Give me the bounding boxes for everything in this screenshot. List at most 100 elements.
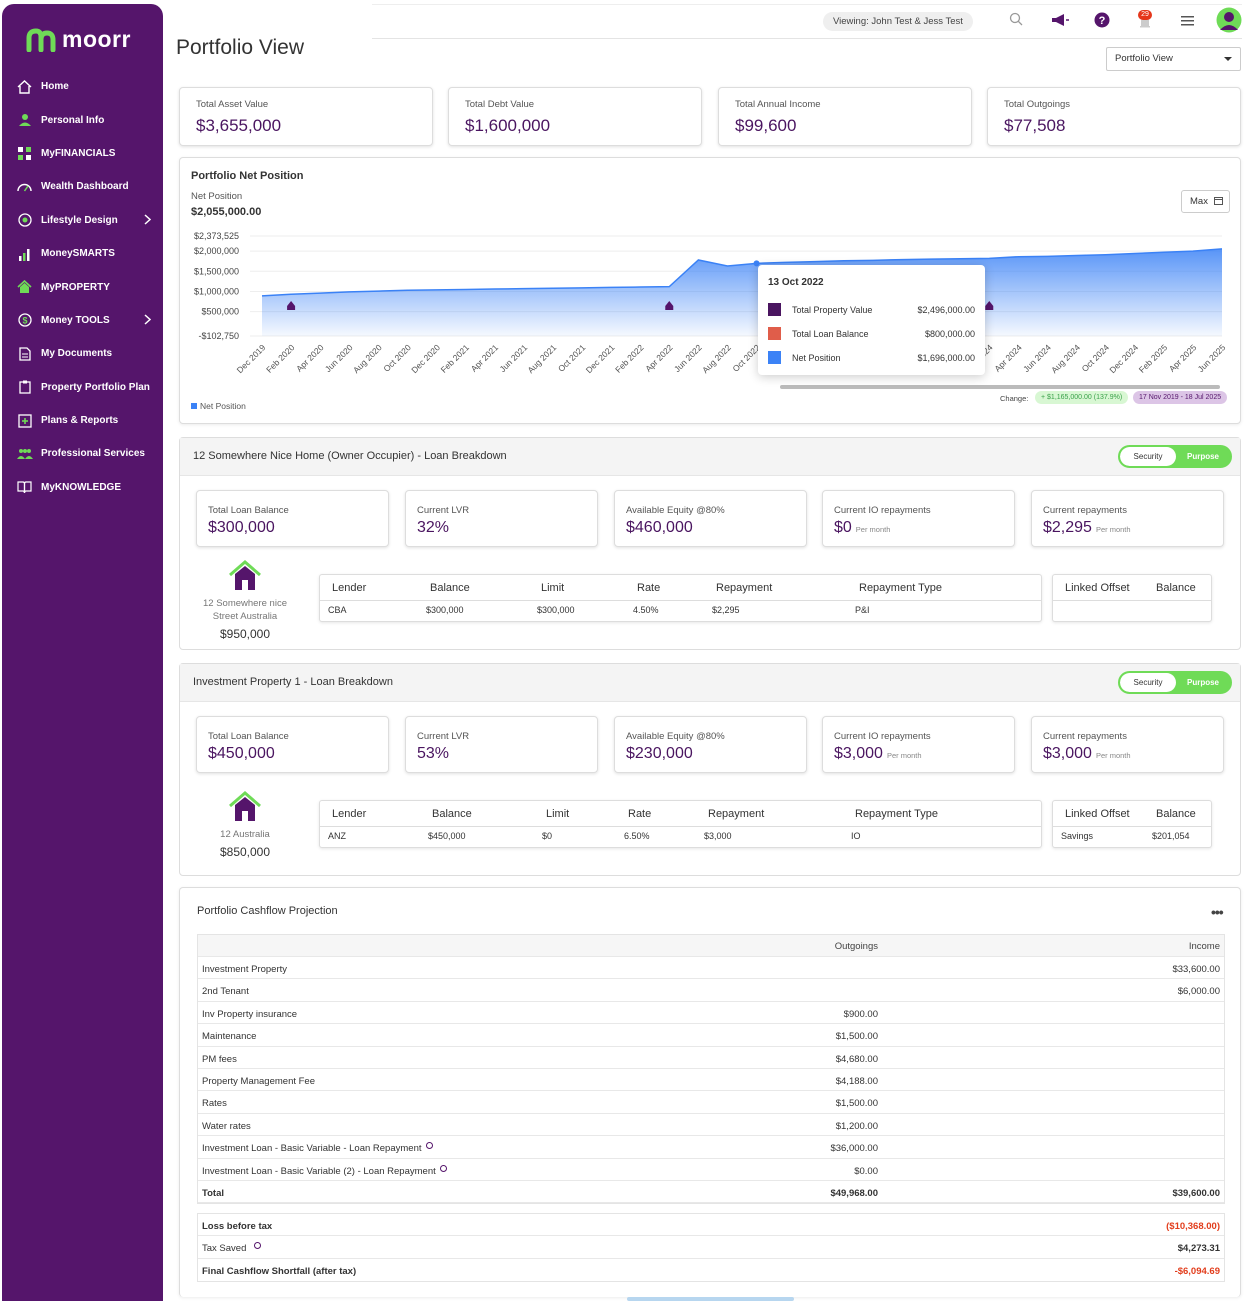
data-point[interactable] — [753, 260, 760, 267]
tooltip-row: Total Loan Balance $800,000.00 — [768, 327, 975, 341]
x-tick-label: Dec 2019 — [235, 342, 268, 375]
cell-lender: ANZ — [328, 831, 346, 841]
table-row[interactable]: ANZ $450,000 $0 6.50% $3,000 IO — [320, 827, 1041, 847]
toggle-security[interactable]: Security — [1120, 673, 1176, 692]
stat-amount: $3,000 — [834, 745, 883, 762]
stat-suffix: Per month — [1095, 751, 1131, 760]
sidebar-item-personal-info[interactable]: Personal Info — [2, 103, 163, 136]
stat-card: Total Loan Balance $450,000 — [196, 716, 389, 773]
chart-subtitle: Net Position — [191, 191, 243, 202]
stat-amount: $450,000 — [208, 745, 275, 762]
sidebar-item-wealth-dashboard[interactable]: Wealth Dashboard — [2, 170, 163, 203]
avatar[interactable] — [1216, 7, 1242, 33]
property-purchase-marker[interactable] — [665, 301, 674, 310]
cashflow-rows: Investment Property $33,600.00 2nd Tenant $… — [198, 957, 1224, 1181]
stat-label: Available Equity @80% — [626, 505, 725, 516]
sidebar-item-myfinancials[interactable]: MyFINANCIALS — [2, 137, 163, 170]
caret-down-icon — [1224, 57, 1232, 61]
info-icon[interactable] — [254, 1242, 262, 1250]
sidebar-item-myknowledge[interactable]: MyKNOWLEDGE — [2, 471, 163, 504]
cell-repayment: $2,295 — [712, 605, 740, 615]
sidebar-item-label: Money TOOLS — [41, 314, 110, 326]
search-icon[interactable] — [1009, 12, 1023, 26]
view-select[interactable]: Portfolio View — [1106, 47, 1241, 71]
sidebar-item-lifestyle-design[interactable]: Lifestyle Design — [2, 204, 163, 237]
x-tick-label: Apr 2020 — [294, 342, 326, 374]
sidebar: moorr Home Personal Info MyFINANCIALS Wealt… — [2, 4, 163, 1301]
x-tick-label: Apr 2025 — [1167, 342, 1199, 374]
property-address-line2: Street Australia — [212, 611, 278, 622]
property-purchase-marker[interactable] — [287, 301, 296, 310]
cashflow-row-label-text: 2nd Tenant — [202, 986, 249, 998]
property-purchase-marker[interactable] — [985, 301, 994, 310]
stat-label: Current LVR — [417, 731, 470, 742]
cashflow-row-label: Property Management Fee — [202, 1076, 315, 1087]
loan-table: Lender Balance Limit Rate Repayment Repa… — [319, 800, 1042, 848]
stat-card: Available Equity @80% $230,000 — [614, 716, 807, 773]
toggle-purpose[interactable]: Purpose — [1186, 678, 1219, 687]
stat-amount: $460,000 — [626, 519, 693, 536]
x-tick-label: Dec 2020 — [409, 342, 442, 375]
stat-card: Current LVR 53% — [405, 716, 598, 773]
loan-section-investment: Investment Property 1 - Loan Breakdown S… — [179, 663, 1241, 876]
offset-table-header: Linked Offset Balance — [1053, 801, 1211, 827]
kpi-card-total-debt: Total Debt Value $1,600,000 — [448, 87, 702, 146]
stat-amount: $230,000 — [626, 745, 693, 762]
target-icon — [16, 212, 33, 229]
security-purpose-toggle[interactable]: Security Purpose — [1118, 671, 1232, 694]
logo[interactable]: moorr — [26, 26, 131, 53]
sidebar-item-my-documents[interactable]: My Documents — [2, 337, 163, 370]
sidebar-item-professional-services[interactable]: Professional Services — [2, 437, 163, 470]
megaphone-icon[interactable] — [1050, 12, 1070, 28]
viewing-pill[interactable]: Viewing: John Test & Jess Test — [823, 12, 973, 31]
x-tick-label: Aug 2024 — [1049, 342, 1082, 375]
cashflow-row-label-text: Investment Property — [202, 964, 288, 975]
stat-value: $3,000 Per month — [834, 745, 922, 763]
total-outgoings: $49,968.00 — [830, 1187, 878, 1199]
net-position-card: Portfolio Net Position Net Position $2,0… — [179, 157, 1241, 424]
table-row[interactable]: Savings $201,054 — [1053, 827, 1211, 847]
property-summary: 12 Australia $850,000 — [190, 791, 300, 859]
net-position-chart[interactable]: $2,373,525 $2,000,000 $1,500,000 $1,000,000… — [180, 158, 1240, 423]
table-row[interactable]: CBA $300,000 $300,000 4.50% $2,295 P&I — [320, 601, 1041, 621]
x-tick-label: Dec 2021 — [584, 342, 617, 375]
cashflow-row-label-text: PM fees — [202, 1053, 237, 1065]
security-purpose-toggle[interactable]: Security Purpose — [1118, 445, 1232, 468]
cashflow-row: Water rates $1,200.00 — [198, 1114, 1224, 1137]
x-tick-label: Feb 2021 — [439, 342, 472, 375]
date-range-pill[interactable]: 17 Nov 2019 - 18 Jul 2025 — [1133, 391, 1228, 404]
range-max-button[interactable]: Max — [1181, 190, 1230, 213]
kpi-label: Total Annual Income — [735, 99, 821, 110]
sidebar-item-myproperty[interactable]: MyPROPERTY — [2, 270, 163, 303]
chart-legend[interactable]: Net Position — [191, 401, 246, 411]
sidebar-item-money-tools[interactable]: $ Money TOOLS — [2, 304, 163, 337]
info-icon[interactable] — [425, 1142, 433, 1150]
summary-label: Tax Saved — [202, 1242, 262, 1254]
cell-repayment: $3,000 — [704, 831, 732, 841]
more-options-icon[interactable]: ••• — [1211, 904, 1224, 920]
sidebar-item-plans-reports[interactable]: Plans & Reports — [2, 404, 163, 437]
sidebar-item-moneysmarts[interactable]: MoneySMARTS — [2, 237, 163, 270]
toggle-purpose[interactable]: Purpose — [1186, 452, 1219, 461]
tooltip-name: Total Loan Balance — [792, 329, 869, 339]
chart-scrollbar[interactable] — [780, 385, 1220, 389]
logo-text: moorr — [62, 26, 131, 52]
x-tick-label: Jun 2021 — [497, 342, 529, 374]
cell-lender: CBA — [328, 605, 347, 615]
stat-label: Current repayments — [1043, 505, 1127, 516]
col-offset-balance: Balance — [1156, 582, 1196, 594]
stat-suffix: Per month — [855, 525, 891, 534]
info-icon[interactable] — [439, 1164, 447, 1172]
summary-label: Final Cashflow Shortfall (after tax) — [202, 1265, 357, 1277]
cashflow-row-label: Inv Property insurance — [202, 1009, 297, 1020]
kpi-value: $99,600 — [735, 116, 797, 135]
sidebar-item-home[interactable]: Home — [2, 70, 163, 103]
help-icon[interactable]: ? — [1094, 12, 1110, 28]
menu-icon[interactable] — [1181, 15, 1195, 27]
cashflow-row-label: 2nd Tenant — [202, 986, 249, 997]
page-scroll-indicator[interactable] — [627, 1297, 794, 1301]
sidebar-item-property-portfolio-plan[interactable]: Property Portfolio Plan — [2, 371, 163, 404]
cell-rate: 4.50% — [633, 605, 659, 615]
toggle-security[interactable]: Security — [1120, 447, 1176, 466]
document-icon — [16, 345, 33, 362]
